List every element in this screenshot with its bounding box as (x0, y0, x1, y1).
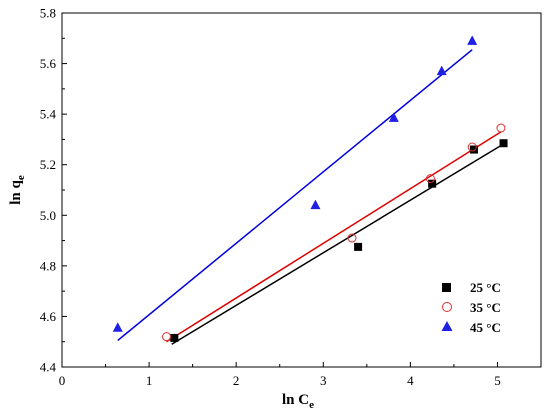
x-tick-label: 0 (59, 373, 66, 388)
data-point-circle (467, 142, 477, 152)
y-tick-label: 5.0 (40, 208, 56, 223)
data-point-triangle (467, 35, 478, 45)
legend: 25 °C 35 °C 45 °C (441, 280, 501, 335)
data-point-circle (496, 123, 506, 133)
y-tick-label: 5.4 (40, 107, 57, 122)
legend-marker-circle (442, 302, 452, 312)
fit-lines-layer (117, 49, 504, 345)
x-tick-label: 3 (320, 373, 327, 388)
fit-line-35c (166, 131, 502, 343)
x-tick-label: 4 (407, 373, 414, 388)
legend-marker-triangle (441, 321, 453, 331)
data-point-square (354, 242, 363, 251)
ticks-layer: 0 1 2 3 4 5 4.4 4.6 4.8 5.0 5.2 5.4 5.6 5.8 (40, 6, 501, 389)
data-point-triangle (112, 322, 123, 332)
data-point-triangle (436, 65, 447, 76)
legend-entry-25c: 25 °C (442, 280, 501, 295)
legend-label-35c: 35 °C (470, 300, 501, 315)
legend-label-45c: 45 °C (470, 320, 501, 335)
x-axis-title: ln Ce (282, 392, 314, 411)
data-point-circle (425, 174, 435, 184)
data-point-square (499, 139, 508, 148)
data-point-square (469, 145, 478, 154)
y-tick-label: 4.4 (40, 360, 57, 375)
data-point-circle (162, 332, 172, 342)
x-tick-label: 5 (494, 373, 501, 388)
y-tick-label: 4.6 (40, 309, 57, 324)
data-point-square (428, 179, 437, 188)
legend-entry-35c: 35 °C (442, 300, 501, 315)
data-point-triangle (388, 112, 399, 122)
legend-entry-45c: 45 °C (441, 320, 501, 335)
fit-line-45c (117, 49, 473, 342)
data-point-triangle (310, 199, 321, 210)
x-tick-label: 1 (146, 373, 153, 388)
y-tick-label: 5.6 (40, 56, 57, 71)
y-tick-label: 4.8 (40, 258, 56, 273)
y-axis-title: ln qe (8, 175, 27, 205)
y-tick-label: 5.2 (40, 157, 56, 172)
points-layer (112, 35, 508, 342)
legend-label-25c: 25 °C (470, 280, 501, 295)
y-tick-label: 5.8 (40, 6, 56, 21)
legend-marker-square (442, 283, 451, 292)
fit-line-25c (171, 143, 504, 345)
x-tick-label: 2 (233, 373, 240, 388)
data-point-square (170, 333, 179, 342)
data-point-circle (347, 233, 357, 243)
